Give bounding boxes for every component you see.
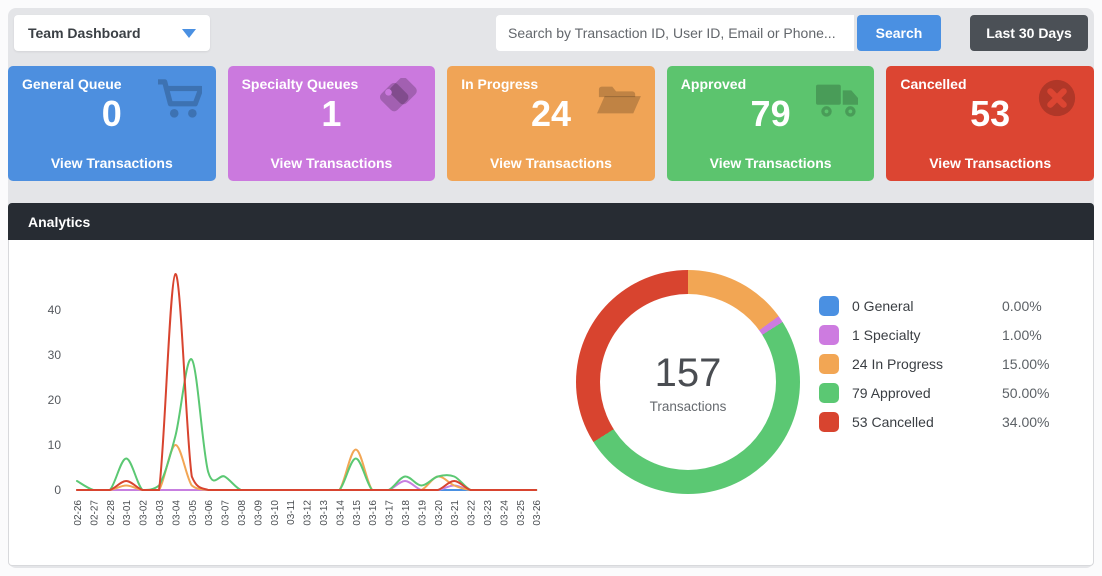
stat-card-approved[interactable]: Approved 79 View Transactions <box>666 66 875 181</box>
svg-text:03-20: 03-20 <box>434 500 445 526</box>
svg-text:03-21: 03-21 <box>450 500 461 526</box>
analytics-panel: Analytics 0 10 20 30 40 02-26 02-27 02-28 03-01 0… <box>8 203 1094 566</box>
stat-card-specialty-queues[interactable]: Specialty Queues 1 View Transactions <box>227 66 436 181</box>
svg-text:30: 30 <box>48 348 62 362</box>
svg-text:03-10: 03-10 <box>270 500 281 526</box>
circle-x-icon <box>1034 78 1080 125</box>
legend-percent: 15.00% <box>1002 355 1050 372</box>
stat-cards-row: General Queue 0 View Transactions Specia… <box>8 66 1094 181</box>
svg-text:03-17: 03-17 <box>385 500 396 526</box>
svg-text:03-04: 03-04 <box>171 500 182 526</box>
svg-text:03-12: 03-12 <box>303 500 314 526</box>
legend-swatch-specialty <box>819 324 839 345</box>
chevron-down-icon <box>182 28 196 38</box>
analytics-header: Analytics <box>8 203 1094 240</box>
legend-percent: 50.00% <box>1002 384 1050 401</box>
svg-text:02-26: 02-26 <box>73 500 84 526</box>
card-value: 0 <box>101 93 122 134</box>
team-selector-label: Team Dashboard <box>28 25 141 41</box>
legend-label: 1 Specialty <box>852 326 921 343</box>
svg-text:03-02: 03-02 <box>139 500 150 526</box>
legend-percent: 1.00% <box>1002 326 1042 343</box>
view-transactions-link[interactable]: View Transactions <box>270 155 393 171</box>
svg-text:03-16: 03-16 <box>368 500 379 526</box>
card-title: Specialty Queues <box>241 76 359 92</box>
card-value: 1 <box>321 93 342 134</box>
legend-item-cancelled[interactable]: 53 Cancelled 34.00% <box>819 411 1049 432</box>
legend-percent: 0.00% <box>1002 297 1042 314</box>
donut-total-label: Transactions <box>649 398 727 414</box>
legend-swatch-general <box>819 295 839 316</box>
svg-text:03-26: 03-26 <box>532 500 543 526</box>
svg-text:03-23: 03-23 <box>483 500 494 526</box>
truck-icon <box>814 78 860 125</box>
view-transactions-link[interactable]: View Transactions <box>50 155 173 171</box>
legend-item-in-progress[interactable]: 24 In Progress 15.00% <box>819 353 1049 374</box>
stat-card-general-queue[interactable]: General Queue 0 View Transactions <box>8 66 216 181</box>
search-group: Search <box>496 15 941 51</box>
legend-item-specialty[interactable]: 1 Specialty 1.00% <box>819 324 1049 345</box>
card-title: Approved <box>680 76 747 92</box>
svg-text:02-28: 02-28 <box>106 500 117 526</box>
svg-text:03-15: 03-15 <box>352 500 363 526</box>
svg-text:03-05: 03-05 <box>188 500 199 526</box>
stat-card-in-progress[interactable]: In Progress 24 View Transactions <box>447 66 655 181</box>
tags-icon <box>375 77 421 125</box>
donut-total: 157 <box>654 350 722 395</box>
svg-text:03-03: 03-03 <box>155 500 166 526</box>
svg-text:03-13: 03-13 <box>319 500 330 526</box>
legend-label: 79 Approved <box>852 384 931 401</box>
svg-text:03-24: 03-24 <box>499 500 510 526</box>
legend-item-general[interactable]: 0 General 0.00% <box>819 295 1049 316</box>
topbar: Team Dashboard Search Last 30 Days <box>8 8 1094 58</box>
svg-text:03-18: 03-18 <box>401 500 412 526</box>
dashboard-root: Team Dashboard Search Last 30 Days Gener… <box>8 8 1094 568</box>
view-transactions-link[interactable]: View Transactions <box>929 155 1052 171</box>
donut-legend: 0 General 0.00% 1 Specialty 1.00% 24 In … <box>819 295 1049 432</box>
search-input[interactable] <box>496 15 854 51</box>
legend-label: 0 General <box>852 297 914 314</box>
svg-text:0: 0 <box>54 483 61 497</box>
legend-swatch-approved <box>819 382 839 403</box>
date-range-button[interactable]: Last 30 Days <box>970 15 1088 51</box>
card-title: In Progress <box>461 76 539 92</box>
legend-percent: 34.00% <box>1002 413 1050 430</box>
svg-text:03-11: 03-11 <box>286 500 297 525</box>
search-button[interactable]: Search <box>857 15 941 51</box>
svg-text:03-22: 03-22 <box>467 500 478 526</box>
legend-swatch-cancelled <box>819 411 839 432</box>
svg-text:03-14: 03-14 <box>335 500 346 526</box>
donut-chart: 157 Transactions <box>576 270 800 494</box>
folder-open-icon <box>595 78 641 125</box>
stat-card-cancelled[interactable]: Cancelled 53 View Transactions <box>886 66 1094 181</box>
svg-text:02-27: 02-27 <box>89 500 100 526</box>
legend-label: 24 In Progress <box>852 355 944 372</box>
analytics-body: 0 10 20 30 40 02-26 02-27 02-28 03-01 03-02 03-03 0… <box>8 240 1094 566</box>
card-title: Cancelled <box>900 76 967 92</box>
svg-text:40: 40 <box>48 303 62 317</box>
card-title: General Queue <box>22 76 122 92</box>
view-transactions-link[interactable]: View Transactions <box>490 155 612 171</box>
svg-text:10: 10 <box>48 438 62 452</box>
card-value: 24 <box>530 93 571 134</box>
svg-text:03-06: 03-06 <box>204 500 215 526</box>
svg-text:20: 20 <box>48 393 62 407</box>
legend-item-approved[interactable]: 79 Approved 50.00% <box>819 382 1049 403</box>
cart-icon <box>156 78 204 125</box>
donut-center: 157 Transactions <box>576 270 800 494</box>
team-selector-dropdown[interactable]: Team Dashboard <box>14 15 210 51</box>
svg-text:03-09: 03-09 <box>253 500 264 526</box>
legend-label: 53 Cancelled <box>852 413 934 430</box>
card-value: 53 <box>970 93 1011 134</box>
svg-text:03-25: 03-25 <box>516 500 527 526</box>
svg-text:03-08: 03-08 <box>237 500 248 526</box>
analytics-title: Analytics <box>28 213 91 230</box>
card-value: 79 <box>750 93 791 134</box>
view-transactions-link[interactable]: View Transactions <box>709 155 832 171</box>
line-chart: 0 10 20 30 40 02-26 02-27 02-28 03-01 03-02 03-03 0… <box>48 272 543 526</box>
svg-text:03-19: 03-19 <box>417 500 428 526</box>
legend-swatch-in-progress <box>819 353 839 374</box>
svg-text:03-01: 03-01 <box>122 500 133 526</box>
svg-text:03-07: 03-07 <box>221 500 232 526</box>
